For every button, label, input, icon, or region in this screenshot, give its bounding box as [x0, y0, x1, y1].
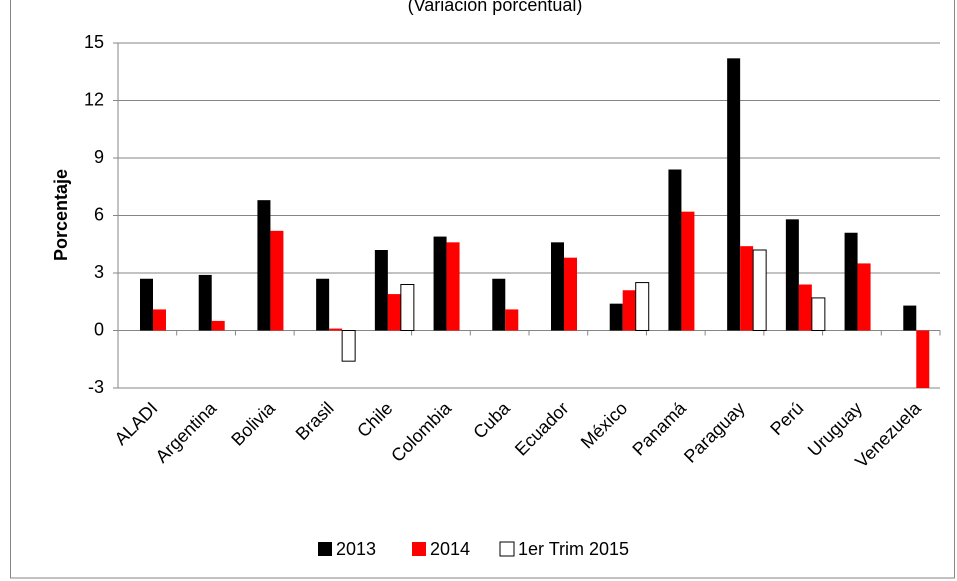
bar [153, 309, 166, 331]
bar [844, 232, 858, 331]
bar [740, 246, 754, 331]
bar [916, 330, 930, 388]
bar [811, 297, 826, 331]
bar [433, 236, 447, 331]
legend-label: 2013 [336, 539, 376, 559]
bar [564, 257, 577, 331]
bar [505, 309, 519, 331]
y-tick-label: 0 [94, 319, 104, 339]
bar [492, 278, 506, 331]
bar [727, 58, 741, 331]
bar [198, 274, 212, 331]
bar [316, 278, 330, 331]
bar [270, 230, 284, 331]
y-tick-label: 15 [84, 32, 104, 52]
y-axis-label: Porcentaje [51, 169, 71, 261]
chart-subtitle: (Variación porcentual) [408, 0, 583, 15]
bar [903, 305, 917, 331]
bar [798, 284, 812, 331]
bar [681, 211, 695, 331]
bar [752, 249, 767, 331]
y-tick-label: 3 [94, 262, 104, 282]
bar [609, 303, 623, 331]
legend-swatch [412, 542, 426, 556]
bar [446, 242, 460, 331]
bar [551, 242, 564, 331]
legend-swatch [318, 542, 332, 556]
bar [257, 200, 271, 331]
y-tick-label: 6 [94, 204, 104, 224]
legend-swatch [499, 541, 515, 557]
y-tick-label: 12 [84, 89, 104, 109]
y-tick-label: -3 [88, 377, 104, 397]
bar [387, 294, 401, 331]
bar [329, 328, 343, 331]
legend-label: 2014 [430, 539, 470, 559]
bar [785, 219, 799, 331]
bar [857, 263, 871, 331]
bar [668, 169, 682, 331]
bar [341, 330, 356, 362]
bar [140, 278, 153, 331]
bar [211, 320, 225, 331]
bar [622, 290, 636, 331]
legend-label: 1er Trim 2015 [518, 539, 629, 559]
bar [374, 250, 388, 331]
y-tick-label: 9 [94, 147, 104, 167]
bar [635, 282, 650, 332]
bar [400, 284, 415, 331]
